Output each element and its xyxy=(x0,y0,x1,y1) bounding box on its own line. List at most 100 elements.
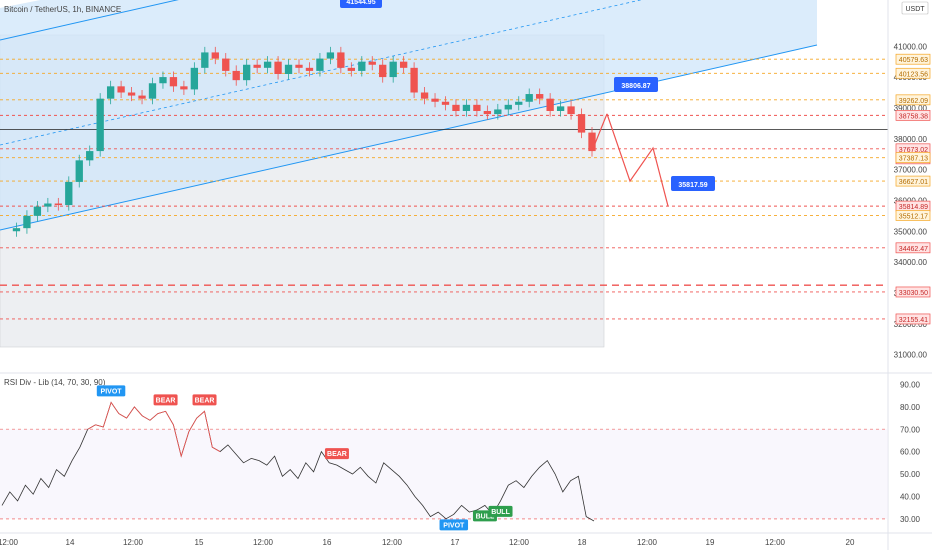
time-tick-label: 14 xyxy=(66,538,75,547)
top-price-callout-text: 41544.95 xyxy=(346,0,375,6)
rsi-marker-text: BULL xyxy=(491,509,510,516)
target-low-callout-box xyxy=(671,176,715,191)
price-level-text: 32155.41 xyxy=(899,317,928,324)
channel-mid-line xyxy=(0,0,643,146)
candle-body xyxy=(54,203,62,206)
price-tick-label: 39000.00 xyxy=(894,104,928,113)
candle-body xyxy=(117,86,125,93)
rsi-tick-label: 90.00 xyxy=(900,380,921,389)
rsi-tick-label: 30.00 xyxy=(900,515,921,524)
price-tick-label: 35000.00 xyxy=(894,227,928,236)
time-tick-label: 12:00 xyxy=(382,538,403,547)
candle-body xyxy=(190,67,199,90)
time-tick-label: 17 xyxy=(451,538,460,547)
candle-body xyxy=(577,114,586,133)
candle-body xyxy=(358,61,366,71)
candle-body xyxy=(316,58,324,71)
rsi-tick-label: 40.00 xyxy=(900,492,921,501)
chart-title: Bitcoin / TetherUS, 1h, BINANCE xyxy=(4,5,121,14)
price-level-tag xyxy=(895,175,931,187)
candle-body xyxy=(180,86,188,90)
candle-body xyxy=(222,58,230,71)
price-level-tag xyxy=(895,152,931,163)
rsi-marker-bear: BEAR xyxy=(192,394,217,406)
price-tick-label: 34000.00 xyxy=(894,258,928,267)
rsi-marker-bear: BEAR xyxy=(324,448,349,460)
currency-label: USDT xyxy=(905,6,925,13)
time-tick-label: 12:00 xyxy=(509,538,530,547)
price-level-text: 34462.47 xyxy=(899,246,928,253)
price-level-tag xyxy=(895,67,931,79)
price-level-text: 39262.09 xyxy=(899,98,928,105)
rsi-marker-box xyxy=(96,385,126,397)
candle-body xyxy=(515,101,523,105)
candle-body xyxy=(148,83,157,99)
time-axis: 12:00 14 12:00 15 12:00 16 12:00 17 12:00 18 12:00… xyxy=(0,532,932,547)
price-level-tag xyxy=(895,110,931,121)
rsi-marker-pivot: PIVOT xyxy=(439,519,469,531)
top-price-callout-box xyxy=(340,0,382,8)
price-tick-label: 38000.00 xyxy=(894,135,928,144)
time-tick-label: 12:00 xyxy=(253,538,274,547)
price-level-text: 35512.17 xyxy=(899,213,928,220)
channel-upper-line xyxy=(0,0,179,41)
candle-body xyxy=(556,106,565,111)
candle-body xyxy=(536,94,544,99)
candle-body xyxy=(243,64,251,81)
rsi-tick-label: 70.00 xyxy=(900,425,921,434)
candle-body xyxy=(379,64,387,78)
candle-body xyxy=(211,52,219,59)
time-tick-label: 12:00 xyxy=(0,538,19,547)
price-level-tag xyxy=(895,210,931,221)
price-level-text: 40123.56 xyxy=(899,71,928,78)
price-level-text: 36627.01 xyxy=(899,179,928,186)
rsi-marker-box xyxy=(153,394,178,406)
candle-body xyxy=(368,61,376,65)
candle-body xyxy=(347,67,355,71)
candle-body xyxy=(106,86,115,99)
candle-body xyxy=(452,104,460,111)
candle-body xyxy=(494,109,502,115)
candle-body xyxy=(169,77,178,87)
price-tick-label: 31000.00 xyxy=(894,351,928,360)
time-tick-label: 18 xyxy=(578,538,587,547)
rsi-marker-text: PIVOT xyxy=(101,388,123,395)
price-level-tag xyxy=(895,313,931,325)
rsi-band xyxy=(0,429,888,519)
candle-body xyxy=(546,98,554,111)
candle-body xyxy=(441,101,450,105)
target-low-callout: 35817.59 xyxy=(671,176,715,191)
time-tick-label: 20 xyxy=(846,538,855,547)
candle-body xyxy=(86,151,94,161)
price-axis: USDT31000.0032000.0033000.0034000.003500… xyxy=(887,0,931,550)
rsi-marker-box xyxy=(324,448,349,460)
rsi-marker-box xyxy=(488,505,513,517)
price-level-tag xyxy=(895,242,931,254)
candle-body xyxy=(253,64,261,68)
price-level-text: 35814.89 xyxy=(899,204,928,211)
candle-body xyxy=(284,64,293,74)
candle-body xyxy=(295,64,303,68)
time-tick-label: 19 xyxy=(706,538,715,547)
candle-body xyxy=(232,70,240,81)
top-price-callout: 41544.95 xyxy=(340,0,382,8)
price-tick-label: 41000.00 xyxy=(894,42,928,51)
price-level-tag xyxy=(895,286,931,298)
candle-body xyxy=(588,132,596,152)
candle-body xyxy=(263,61,272,68)
candle-body xyxy=(410,67,418,93)
candle-body xyxy=(420,92,429,99)
price-pane: 41544.95 38806.87 35817.59 Bitcoin / Tether… xyxy=(0,0,888,348)
candle-body xyxy=(201,52,209,68)
candle-body xyxy=(33,206,42,216)
candle-body xyxy=(483,111,492,115)
candle-body xyxy=(305,67,314,71)
candle-body xyxy=(567,106,575,115)
rsi-tick-label: 50.00 xyxy=(900,470,921,479)
candle-body xyxy=(504,104,512,110)
candle-body xyxy=(462,104,471,111)
projection-line xyxy=(591,113,608,152)
target-high-callout-text: 38806.87 xyxy=(621,83,650,90)
price-level-text: 38758.38 xyxy=(899,113,928,120)
